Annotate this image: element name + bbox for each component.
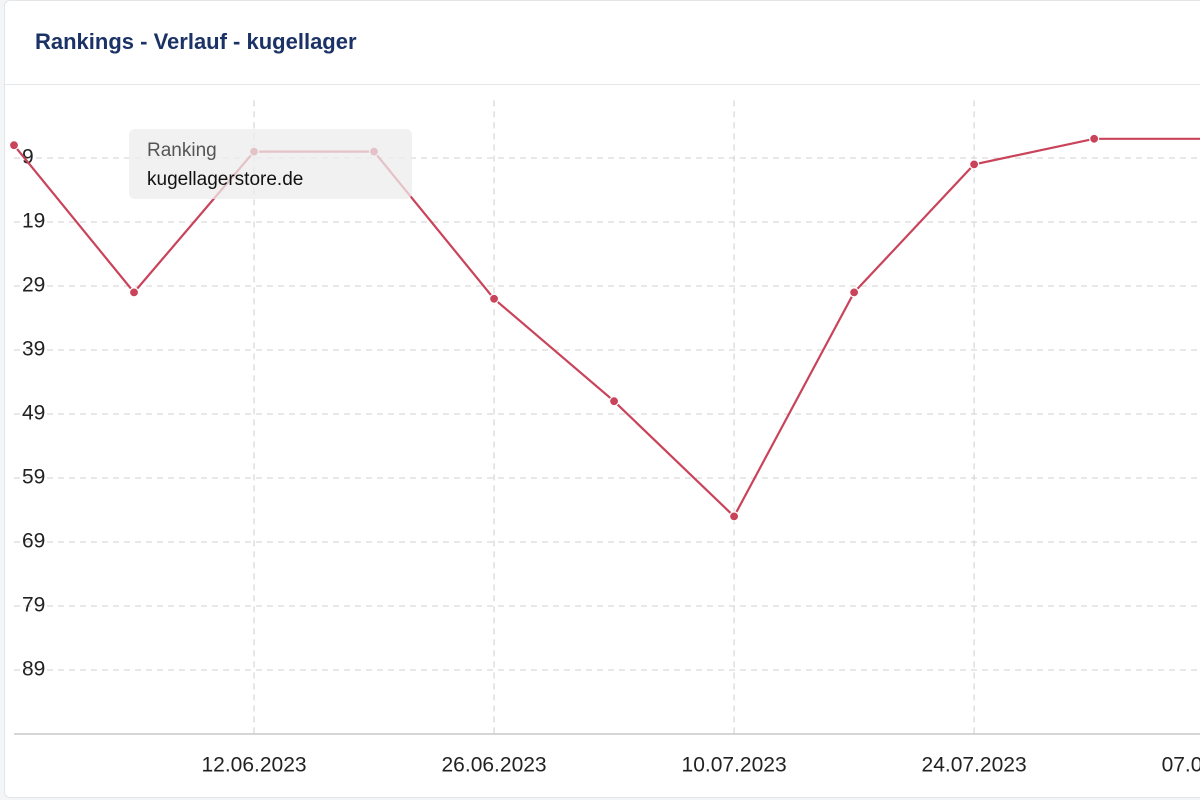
y-tick-label: 89 xyxy=(22,658,45,681)
x-tick-label: 24.07.2023 xyxy=(922,754,1027,777)
x-tick-label: 12.06.2023 xyxy=(201,754,306,777)
y-tick-label: 9 xyxy=(22,146,34,169)
y-tick-label: 49 xyxy=(22,402,45,425)
x-tick-label: 10.07.2023 xyxy=(682,754,787,777)
y-tick-label: 79 xyxy=(22,594,45,617)
tooltip: Ranking kugellagerstore.de xyxy=(129,129,412,199)
data-point xyxy=(488,293,500,304)
y-tick-label: 69 xyxy=(22,530,45,553)
x-tick-label: 07.08.2023 xyxy=(1162,754,1200,777)
header-divider xyxy=(5,84,1200,85)
x-tick-label: 26.06.2023 xyxy=(442,754,547,777)
data-point xyxy=(128,287,140,298)
y-tick-label: 29 xyxy=(22,274,45,297)
data-point xyxy=(969,159,980,170)
data-point xyxy=(849,287,860,298)
y-tick-label: 39 xyxy=(22,338,45,361)
data-point xyxy=(1089,133,1100,144)
data-point xyxy=(728,511,740,522)
data-point xyxy=(8,140,20,151)
y-tick-label: 19 xyxy=(22,210,45,233)
tooltip-box xyxy=(129,129,412,199)
y-tick-label: 59 xyxy=(22,466,45,489)
tooltip-title: Ranking xyxy=(147,140,217,161)
tooltip-text: kugellagerstore.de xyxy=(147,169,303,190)
data-point xyxy=(608,396,620,407)
chart-title: Rankings - Verlauf - kugellager xyxy=(35,29,357,54)
